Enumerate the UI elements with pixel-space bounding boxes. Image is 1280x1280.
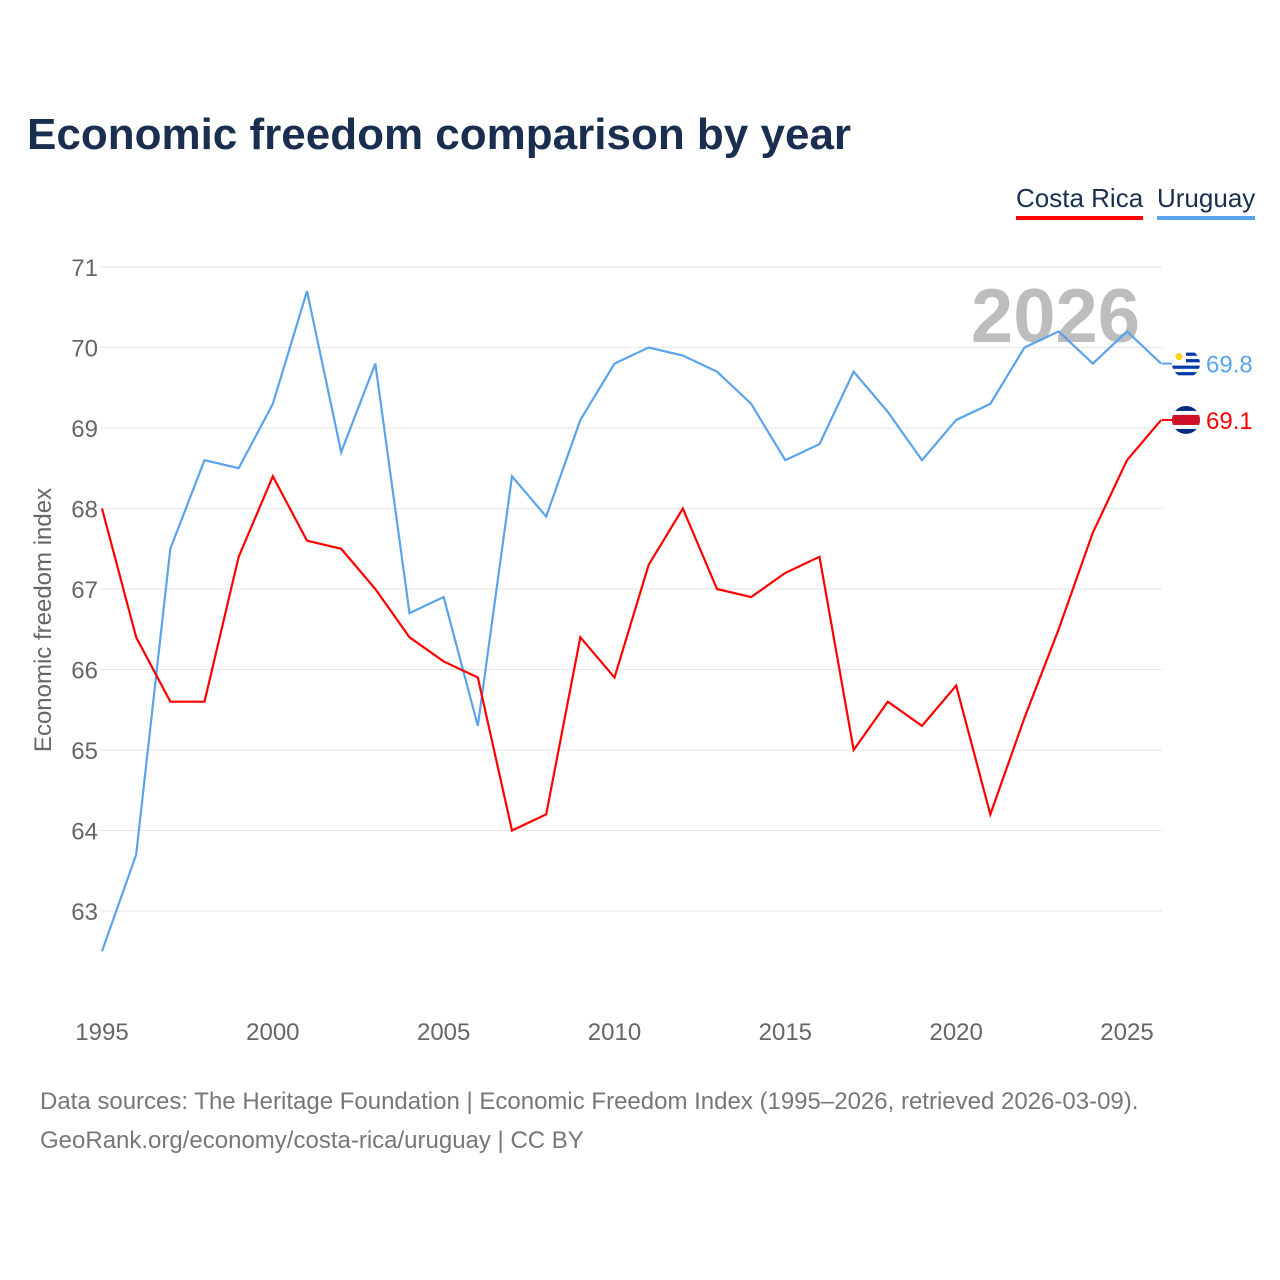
attribution-text[interactable]: GeoRank.org/economy/costa-rica/uruguay |… [40, 1127, 584, 1154]
end-value-label: 69.1 [1206, 408, 1253, 435]
x-tick-label: 2005 [417, 1019, 470, 1046]
legend-uruguay[interactable]: Uruguay [1157, 183, 1256, 220]
x-tick-label: 1995 [75, 1019, 128, 1046]
y-tick-label: 68 [71, 497, 98, 524]
x-tick-label: 2000 [246, 1019, 299, 1046]
y-tick-label: 69 [71, 416, 98, 443]
y-tick-label: 64 [71, 819, 98, 846]
y-tick-label: 70 [71, 336, 98, 363]
series-line-uruguay [100, 290, 1162, 952]
legend-costa-rica[interactable]: Costa Rica [1016, 183, 1144, 220]
source-text: Data sources: The Heritage Foundation | … [40, 1088, 1139, 1115]
y-tick-label: 65 [71, 738, 98, 765]
y-tick-label: 67 [71, 577, 98, 604]
year-watermark: 2026 [971, 274, 1140, 359]
y-tick-label: 66 [71, 658, 98, 685]
x-tick-label: 2025 [1100, 1019, 1153, 1046]
y-tick-label: 63 [71, 899, 98, 926]
y-tick-label: 71 [71, 255, 98, 282]
costa-rica-flag-icon [1172, 405, 1200, 434]
x-tick-label: 2020 [929, 1019, 982, 1046]
x-tick-label: 2015 [759, 1019, 812, 1046]
x-tick-label: 2010 [588, 1019, 641, 1046]
series-line-costa-rica [100, 419, 1163, 833]
end-value-label: 69.8 [1206, 352, 1253, 379]
chart-title: Economic freedom comparison by year [27, 110, 852, 159]
uruguay-flag-icon [1172, 349, 1200, 378]
y-axis-label: Economic freedom index [30, 488, 57, 752]
